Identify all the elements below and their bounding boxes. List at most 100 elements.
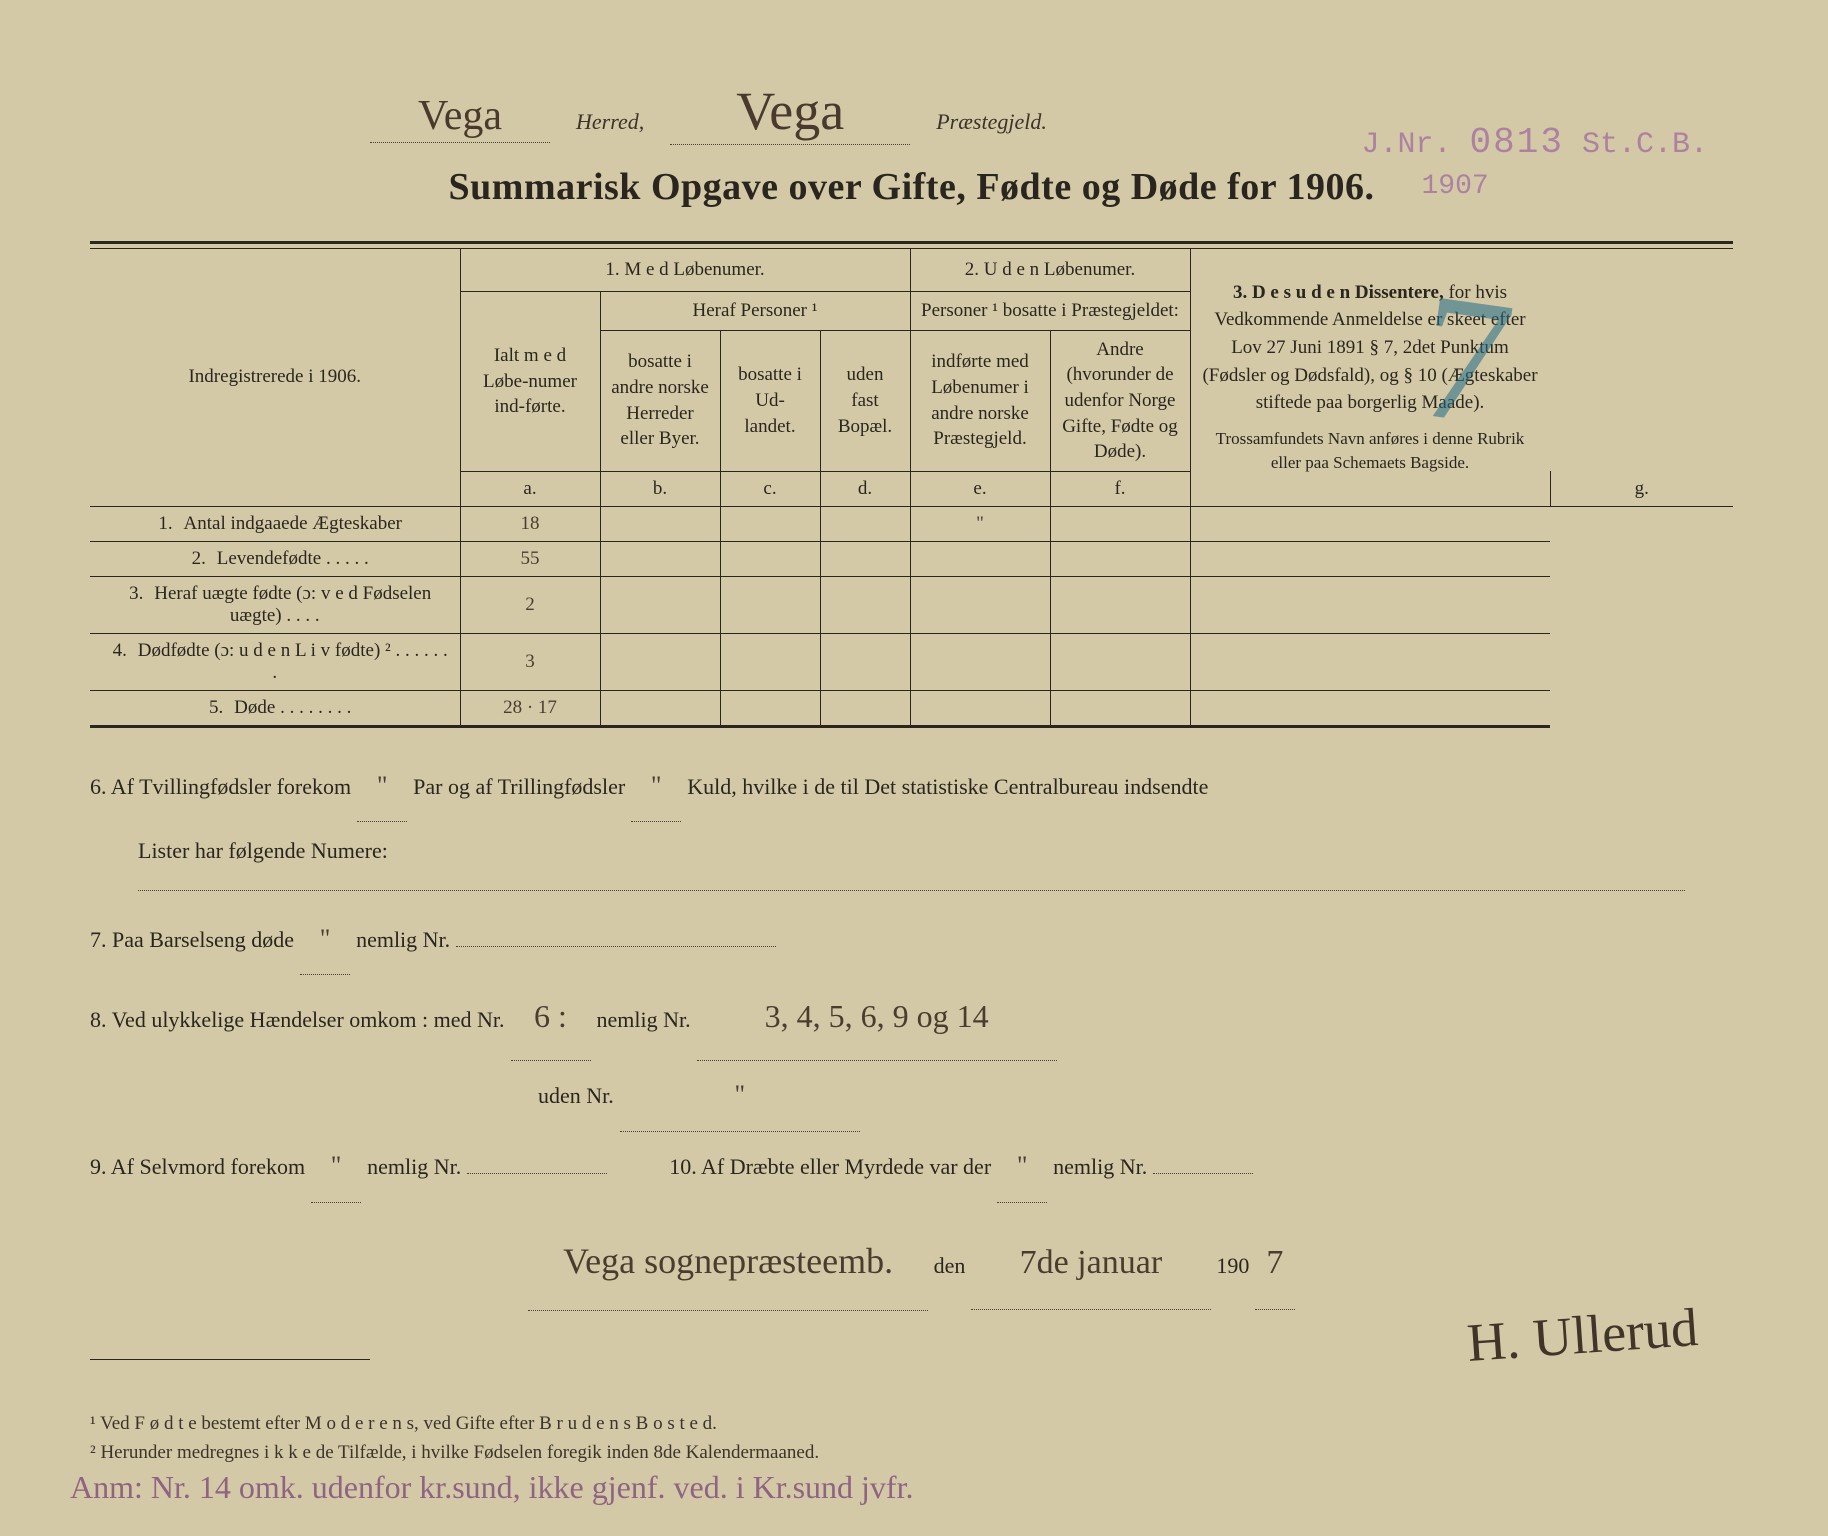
- stats-table: Indregistrerede i 1906. 1. M e d Løbenum…: [90, 249, 1733, 728]
- cell-f: [1050, 541, 1190, 576]
- row-num: 4.: [102, 640, 138, 662]
- cell-a: 28 · 17: [460, 690, 600, 726]
- praestegjeld-label: Præstegjeld.: [918, 109, 1065, 135]
- line7-label: 7. Paa Barselseng døde: [90, 911, 294, 968]
- footnote-2: ² Herunder medregnes i k k e de Tilfælde…: [90, 1439, 1733, 1468]
- signature-line: Vega sognepræsteemb. den 7de januar 190 …: [90, 1215, 1733, 1312]
- section1-label: 1. M e d Løbenumer.: [605, 259, 764, 280]
- year-suffix: 7: [1255, 1219, 1295, 1310]
- row-num: 2.: [181, 548, 217, 570]
- den-label: den: [934, 1253, 966, 1278]
- letter-d: d.: [858, 478, 872, 499]
- barselseng-nrs: [456, 944, 776, 947]
- footnote-rule: [90, 1359, 370, 1360]
- letter-f: f.: [1114, 478, 1125, 499]
- cell-e: [910, 690, 1050, 726]
- cell-e: [910, 576, 1050, 633]
- personer-bosatte-label: Personer ¹ bosatte i Præstegjeldet:: [921, 300, 1179, 321]
- cell-d: [820, 576, 910, 633]
- cell-d: [820, 541, 910, 576]
- col-e-label: indførte med Løbenumer i andre norske Pr…: [931, 351, 1029, 449]
- row-num: 3.: [118, 583, 154, 605]
- table-row: 3.Heraf uægte fødte (ɔ: v e d Fødselen u…: [90, 576, 1733, 633]
- line8-b: uden Nr.: [538, 1067, 614, 1124]
- cell-b: [600, 541, 720, 576]
- nemlig-label-3: nemlig Nr.: [367, 1138, 461, 1195]
- herred-label: Herred,: [558, 109, 662, 135]
- ulykker-uden-nr: ": [620, 1061, 860, 1132]
- cell-d: [820, 506, 910, 541]
- table-body: 1.Antal indgaaede Ægteskaber 18 " 2.Leve…: [90, 506, 1733, 726]
- cell-g: [1190, 690, 1550, 726]
- lower-section: 6. Af Tvillingfødsler forekom " Par og a…: [90, 752, 1733, 1311]
- cell-g: [1190, 506, 1550, 541]
- indreg-label: Indregistrerede i 1906.: [188, 366, 361, 387]
- row-num: 1.: [148, 513, 184, 535]
- section2-label: 2. U d e n Løbenumer.: [965, 259, 1135, 280]
- selvmord-nrs: [467, 1171, 607, 1174]
- section3-title: 3. D e s u d e n Dissentere,: [1233, 282, 1444, 303]
- selvmord-count: ": [311, 1132, 361, 1203]
- letter-b: b.: [653, 478, 667, 499]
- line9-label: 9. Af Selvmord forekom: [90, 1138, 305, 1195]
- cell-b: [600, 633, 720, 690]
- col-b-label: bosatte i andre norske Herreder eller By…: [611, 351, 709, 449]
- jnr-label: J.Nr.: [1362, 128, 1452, 162]
- cell-e: [910, 633, 1050, 690]
- barselseng-count: ": [300, 905, 350, 976]
- cell-e: ": [910, 506, 1050, 541]
- line6-b: Par og af Trillingfødsler: [413, 758, 625, 815]
- cell-a: 3: [460, 633, 600, 690]
- row-label: Dødfødte (ɔ: u d e n L i v fødte) ² . . …: [138, 640, 448, 683]
- col-c-label: bosatte i Ud-landet.: [738, 364, 802, 436]
- row-label: Heraf uægte fødte (ɔ: v e d Fødselen uæg…: [154, 583, 431, 626]
- cell-g: [1190, 633, 1550, 690]
- cell-b: [600, 576, 720, 633]
- praestegjeld-value: Vega: [670, 80, 910, 145]
- tvilling-count: ": [357, 752, 407, 823]
- cell-f: [1050, 690, 1190, 726]
- table-row: 1.Antal indgaaede Ægteskaber 18 ": [90, 506, 1733, 541]
- ialt-label: Ialt m e d Løbe-numer ind-førte.: [483, 345, 577, 417]
- col-f-label: Andre (hvorunder de udenfor Norge Gifte,…: [1062, 339, 1178, 463]
- letter-g: g.: [1635, 478, 1649, 499]
- stamp-year: 1907: [1422, 171, 1489, 202]
- nemlig-label-2: nemlig Nr.: [597, 991, 691, 1048]
- cell-a: 55: [460, 541, 600, 576]
- nemlig-label: nemlig Nr.: [356, 911, 450, 968]
- trilling-count: ": [631, 752, 681, 823]
- cell-c: [720, 690, 820, 726]
- cell-a: 2: [460, 576, 600, 633]
- row-label: Antal indgaaede Ægteskaber: [184, 513, 402, 534]
- footnotes: ¹ Ved F ø d t e bestemt efter M o d e r …: [90, 1410, 1733, 1467]
- sig-date: 7de januar: [971, 1219, 1211, 1310]
- cell-c: [720, 633, 820, 690]
- col-d-label: uden fast Bopæl.: [838, 364, 892, 436]
- cell-b: [600, 506, 720, 541]
- draebte-count: ": [997, 1132, 1047, 1203]
- draebte-nrs: [1153, 1171, 1253, 1174]
- cell-a: 18: [460, 506, 600, 541]
- sig-place: Vega sognepræsteemb.: [528, 1215, 928, 1312]
- cell-c: [720, 576, 820, 633]
- cell-f: [1050, 633, 1190, 690]
- nemlig-label-4: nemlig Nr.: [1053, 1138, 1147, 1195]
- letter-c: c.: [763, 478, 776, 499]
- cell-f: [1050, 506, 1190, 541]
- year-prefix: 190: [1216, 1253, 1249, 1278]
- cell-g: [1190, 541, 1550, 576]
- line6-a: 6. Af Tvillingfødsler forekom: [90, 758, 351, 815]
- herred-value: Vega: [370, 92, 550, 143]
- cell-d: [820, 690, 910, 726]
- row-label: Levendefødte . . . . .: [217, 548, 369, 569]
- row-label: Døde . . . . . . . .: [234, 697, 351, 718]
- line6-d: Lister har følgende Numere:: [138, 822, 388, 879]
- table-row: 5.Døde . . . . . . . . 28 · 17: [90, 690, 1733, 726]
- line8-a: 8. Ved ulykkelige Hændelser omkom : med …: [90, 991, 505, 1048]
- stub-label: St.C.B.: [1582, 128, 1708, 162]
- cell-b: [600, 690, 720, 726]
- cell-f: [1050, 576, 1190, 633]
- ulykker-med-nr: 6 :: [511, 975, 591, 1061]
- ulykker-nemlig-nrs: 3, 4, 5, 6, 9 og 14: [697, 975, 1057, 1061]
- table-row: 2.Levendefødte . . . . . 55: [90, 541, 1733, 576]
